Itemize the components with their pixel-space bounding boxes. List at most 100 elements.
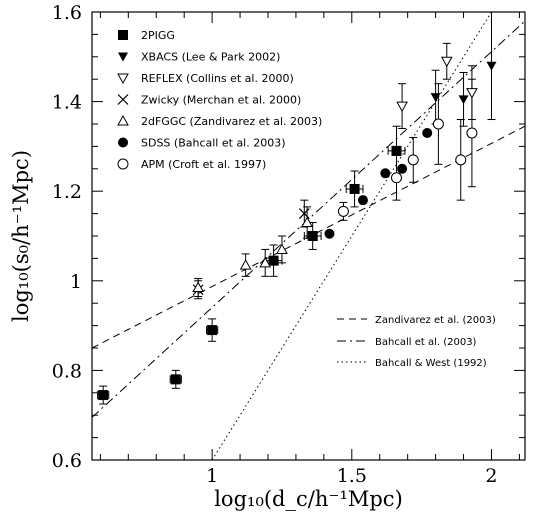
square-shape xyxy=(307,231,318,241)
y-axis-label: log₁₀(s₀/h⁻¹Mpc) xyxy=(9,150,33,322)
circle-shape xyxy=(118,137,128,148)
circle-shape xyxy=(466,127,478,139)
line-legend: Zandivarez et al. (2003) Bahcall et al. (… xyxy=(337,315,496,369)
legend-label: 2PIGG xyxy=(141,29,175,42)
filled-triangle-down-marker xyxy=(118,52,128,62)
open-triangle-down-marker xyxy=(440,56,453,68)
cross-stroke xyxy=(117,94,129,105)
axes: 1 1.5 2 0.6 0.8 1 1.2 1.4 1.6 xyxy=(52,2,526,487)
triangle-shape xyxy=(430,93,441,103)
filled-square-marker xyxy=(268,255,279,266)
triangle-shape xyxy=(301,216,313,228)
circle-shape xyxy=(337,205,349,217)
open-triangle-down-marker xyxy=(396,101,408,113)
circle-shape xyxy=(407,154,419,166)
filled-circle-marker xyxy=(380,168,391,179)
open-triangle-up-marker xyxy=(259,256,272,268)
square-shape xyxy=(391,145,402,156)
line-legend-label: Bahcall & West (1992) xyxy=(375,358,487,369)
legend-label: SDSS (Bahcall et al. 2003) xyxy=(141,137,286,150)
circle-shape xyxy=(390,172,402,184)
triangle-shape xyxy=(458,95,469,105)
open-triangle-down-marker xyxy=(117,73,129,85)
filled-triangle-down-marker xyxy=(430,93,441,103)
y-tick-label: 1.4 xyxy=(52,92,82,114)
filled-square-marker xyxy=(349,183,360,194)
square-shape xyxy=(170,374,181,385)
square-shape xyxy=(118,30,128,40)
open-triangle-down-marker xyxy=(466,88,478,99)
open-triangle-up-marker xyxy=(192,281,205,293)
y-tick-label: 0.6 xyxy=(52,450,82,472)
triangle-shape xyxy=(466,88,478,99)
open-circle-marker xyxy=(390,172,402,184)
filled-circle-marker xyxy=(422,127,433,138)
open-triangle-up-marker xyxy=(239,259,252,270)
legend-label: APM (Croft et al. 1997) xyxy=(141,158,266,171)
cross-marker xyxy=(298,208,310,220)
data-markers xyxy=(98,56,497,401)
square-shape xyxy=(349,183,360,194)
filled-circle-marker xyxy=(118,137,128,148)
square-shape xyxy=(207,325,218,336)
x-tick-label: 2 xyxy=(485,465,497,487)
circle-shape xyxy=(455,154,467,166)
square-shape xyxy=(98,390,109,401)
filled-square-marker xyxy=(207,325,218,336)
circle-shape xyxy=(357,195,368,206)
circle-shape xyxy=(380,168,391,179)
legend-label: 2dFGGC (Zandivarez et al. 2003) xyxy=(141,115,322,128)
open-triangle-up-marker xyxy=(276,243,288,254)
y-tick-label: 1.2 xyxy=(52,181,82,203)
legend-label: XBACS (Lee & Park 2002) xyxy=(141,51,280,64)
triangle-shape xyxy=(486,61,497,71)
filled-square-marker xyxy=(307,231,318,241)
filled-circle-marker xyxy=(324,228,335,239)
y-tick-label: 1.6 xyxy=(52,2,82,24)
filled-circle-marker xyxy=(397,163,408,174)
triangle-shape xyxy=(192,281,205,293)
line-legend-label: Zandivarez et al. (2003) xyxy=(375,315,496,326)
triangle-shape xyxy=(239,259,252,270)
x-tick-label: 1 xyxy=(206,465,218,487)
triangle-shape xyxy=(396,101,408,113)
square-shape xyxy=(268,255,279,266)
circle-shape xyxy=(432,118,444,130)
filled-square-marker xyxy=(391,145,402,156)
triangle-shape xyxy=(276,243,288,254)
line-legend-label: Bahcall et al. (2003) xyxy=(375,337,477,348)
cross-stroke xyxy=(298,208,310,220)
legend-label: Zwicky (Merchan et al. 2000) xyxy=(141,94,301,107)
filled-circle-marker xyxy=(357,195,368,206)
x-axis-label: log₁₀(d_c/h⁻¹Mpc) xyxy=(214,487,403,511)
y-tick-label: 0.8 xyxy=(52,360,82,382)
filled-square-marker xyxy=(118,30,128,40)
circle-shape xyxy=(117,158,129,170)
filled-triangle-down-marker xyxy=(458,95,469,105)
triangle-shape xyxy=(118,52,128,62)
filled-square-marker xyxy=(170,374,181,385)
open-triangle-up-marker xyxy=(117,114,129,126)
y-tick-label: 1 xyxy=(70,271,82,293)
open-circle-marker xyxy=(407,154,419,166)
open-circle-marker xyxy=(117,158,129,170)
open-triangle-up-marker xyxy=(301,216,313,228)
open-circle-marker xyxy=(455,154,467,166)
filled-square-marker xyxy=(98,390,109,401)
triangle-shape xyxy=(117,73,129,85)
cross-marker xyxy=(117,94,129,105)
triangle-shape xyxy=(440,56,453,68)
open-circle-marker xyxy=(466,127,478,139)
open-circle-marker xyxy=(337,205,349,217)
triangle-shape xyxy=(117,114,129,126)
open-circle-marker xyxy=(432,118,444,130)
circle-shape xyxy=(324,228,335,239)
circle-shape xyxy=(422,127,433,138)
filled-triangle-down-marker xyxy=(486,61,497,71)
circle-shape xyxy=(397,163,408,174)
triangle-shape xyxy=(259,256,272,268)
legend: 2PIGG XBACS (Lee & Park 2002) REFLEX (Coll… xyxy=(117,29,322,171)
x-tick-label: 1.5 xyxy=(337,465,367,487)
legend-label: REFLEX (Collins et al. 2000) xyxy=(141,72,294,85)
